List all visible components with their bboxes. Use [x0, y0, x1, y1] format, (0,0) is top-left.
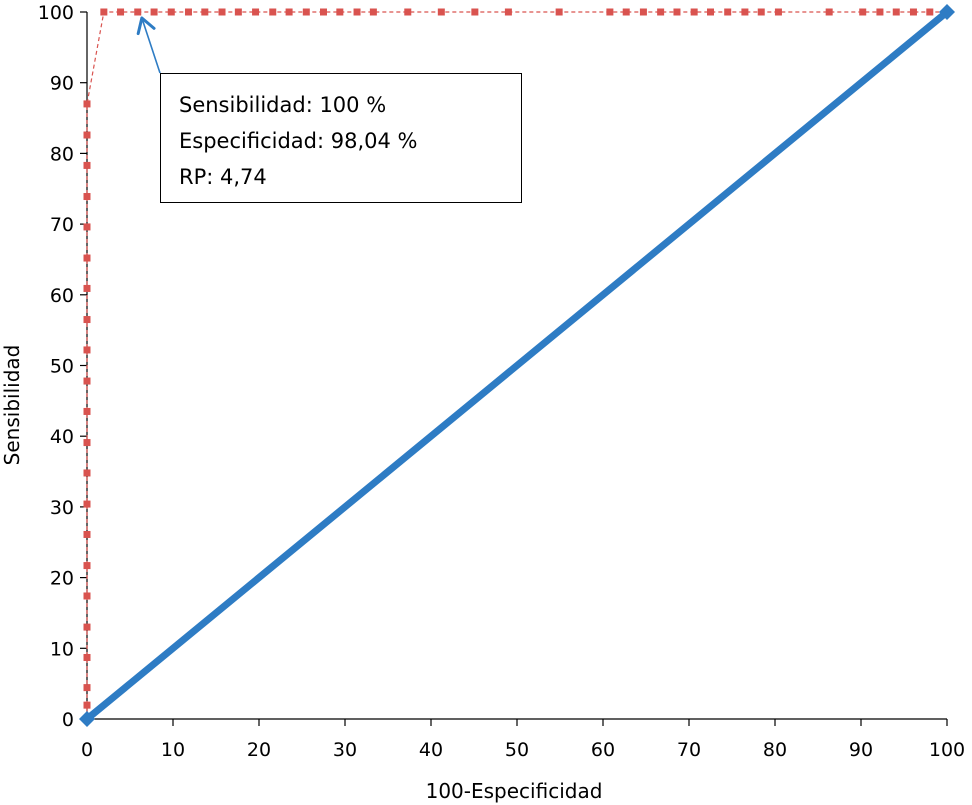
y-tick-label: 10 — [50, 638, 74, 660]
y-tick-label: 50 — [50, 356, 74, 378]
series-red-point — [404, 8, 412, 16]
y-tick-label: 100 — [38, 2, 74, 24]
y-tick-label: 0 — [62, 709, 74, 731]
series-red-point — [83, 131, 91, 139]
series-red-point — [83, 284, 91, 292]
x-axis-ticks: 0 10 20 30 40 50 60 70 80 90 100 — [81, 719, 965, 761]
series-red-point — [504, 8, 512, 16]
series-red-point — [926, 8, 934, 16]
series-red-point — [83, 407, 91, 415]
x-tick-label: 90 — [849, 739, 873, 761]
series-red-point — [218, 8, 226, 16]
series-red-point — [167, 8, 175, 16]
series-blue-point — [939, 4, 955, 20]
y-tick-label: 20 — [50, 568, 74, 590]
series-red-point — [859, 8, 867, 16]
series-red-point — [150, 8, 158, 16]
series-red-point — [657, 8, 665, 16]
x-tick-label: 10 — [161, 739, 185, 761]
series-red-point — [201, 8, 209, 16]
series-red-point — [437, 8, 445, 16]
series-red-point — [471, 8, 479, 16]
series-red-point — [83, 223, 91, 231]
series-red-point — [117, 8, 125, 16]
series-red-point — [83, 500, 91, 508]
y-axis-title: Sensibilidad — [0, 345, 24, 466]
y-tick-label: 60 — [50, 285, 74, 307]
series-red-point — [892, 8, 900, 16]
series-red-point — [876, 8, 884, 16]
annotation-rp: RP: 4,74 — [179, 165, 267, 189]
series-red-point — [83, 193, 91, 201]
x-tick-label: 100 — [929, 739, 965, 761]
series-red-point — [100, 8, 108, 16]
annotation-sensitivity: Sensibilidad: 100 % — [179, 93, 387, 117]
series-red-point — [774, 8, 782, 16]
series-red-point — [825, 8, 833, 16]
series-red-point — [690, 8, 698, 16]
y-tick-label: 90 — [50, 73, 74, 95]
x-tick-label: 0 — [81, 739, 93, 761]
series-red-point — [639, 8, 647, 16]
series-red-point — [83, 346, 91, 354]
series-red-point — [83, 530, 91, 538]
x-tick-label: 80 — [763, 739, 787, 761]
series-red-point — [83, 254, 91, 262]
y-tick-label: 30 — [50, 497, 74, 519]
series-red-point — [757, 8, 765, 16]
series-red-point — [83, 469, 91, 477]
series-red-point — [83, 316, 91, 324]
series-red-point — [83, 592, 91, 600]
series-red-point — [83, 377, 91, 385]
x-tick-label: 60 — [591, 739, 615, 761]
callout-arrowhead — [136, 16, 156, 36]
series-red-point — [83, 623, 91, 631]
series-red-point — [83, 100, 91, 108]
series-red-point — [269, 8, 277, 16]
series-red-point — [285, 8, 293, 16]
x-tick-label: 40 — [419, 739, 443, 761]
x-axis-title: 100-Especificidad — [426, 779, 603, 803]
series-red-point — [336, 8, 344, 16]
series-red-point — [83, 684, 91, 692]
x-tick-label: 30 — [333, 739, 357, 761]
series-red-point — [83, 562, 91, 570]
series-blue-line — [83, 8, 951, 723]
series-red-point — [83, 161, 91, 169]
series-red-point — [353, 8, 361, 16]
x-tick-label: 50 — [505, 739, 529, 761]
series-red-point — [302, 8, 310, 16]
series-blue-point — [79, 711, 95, 727]
annotation-box: Sensibilidad: 100 % Especificidad: 98,04… — [160, 73, 522, 203]
series-red-point — [724, 8, 732, 16]
series-red-point — [234, 8, 242, 16]
series-red-point — [606, 8, 614, 16]
callout-line — [141, 17, 161, 74]
series-red-point — [673, 8, 681, 16]
y-tick-label: 80 — [50, 143, 74, 165]
series-red-point — [707, 8, 714, 16]
series-red-point — [134, 8, 142, 16]
series-red-point — [909, 8, 917, 16]
annotation-specificity: Especificidad: 98,04 % — [179, 129, 418, 153]
y-tick-label: 70 — [50, 214, 74, 236]
series-red-point — [252, 8, 260, 16]
x-tick-label: 70 — [677, 739, 701, 761]
x-tick-label: 20 — [247, 739, 271, 761]
series-red-line — [86, 11, 947, 719]
y-axis-ticks: 0 10 20 30 40 50 60 70 80 90 100 — [38, 2, 87, 731]
series-red-point — [83, 653, 91, 661]
series-red-point — [555, 8, 563, 16]
series-red-point — [83, 701, 91, 709]
y-tick-label: 40 — [50, 426, 74, 448]
annotation-arrow — [136, 16, 161, 74]
series-red-point — [741, 8, 749, 16]
series-red-point — [184, 8, 192, 16]
series-red-point — [83, 439, 91, 447]
series-red-point — [320, 8, 327, 16]
series-red-point — [369, 8, 377, 16]
series-blue-diagonal — [79, 4, 955, 727]
series-red-point — [622, 8, 630, 16]
